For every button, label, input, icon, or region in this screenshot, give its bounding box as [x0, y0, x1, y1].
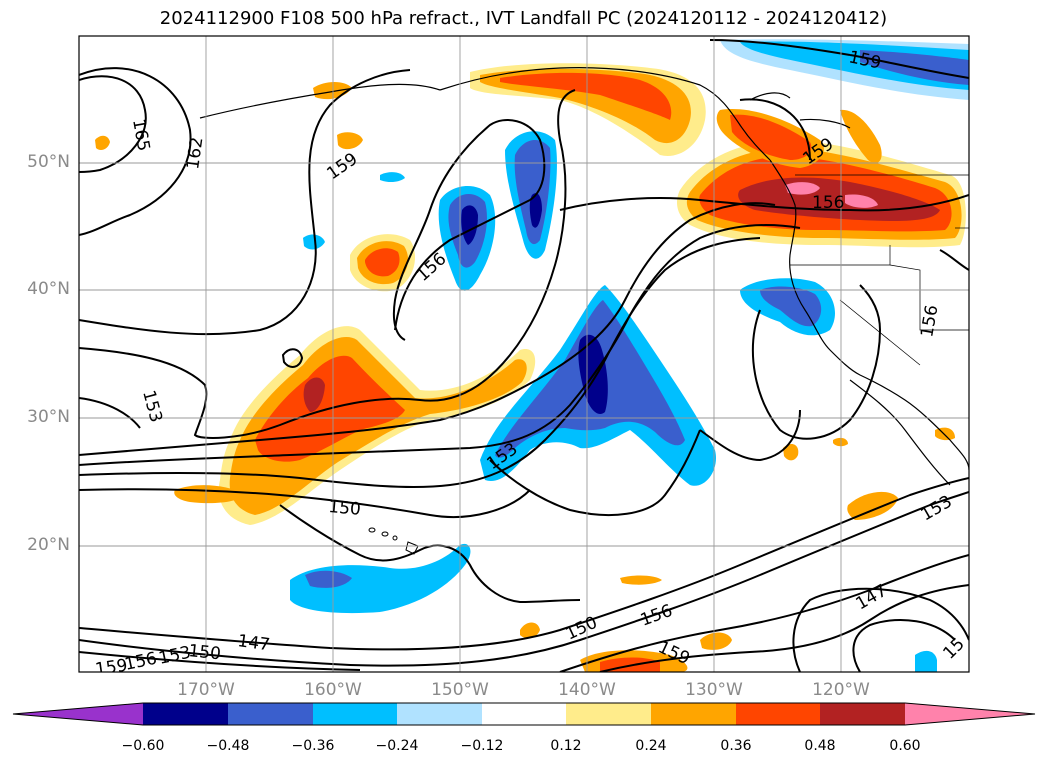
contour-label: 159 [94, 656, 129, 680]
colorbar-tick-label: −0.12 [460, 738, 504, 754]
colorbar-tick-label: −0.24 [375, 738, 419, 754]
colorbar-cell [566, 703, 651, 725]
colorbar-cell [651, 703, 736, 725]
contour-label: 156 [123, 649, 159, 675]
lon-label: 140°W [558, 680, 616, 700]
lat-label: 30°N [27, 407, 70, 427]
colorbar-cell [820, 703, 905, 725]
colorbar-tick-label: 0.48 [804, 738, 836, 754]
colorbar-cell [13, 703, 143, 725]
lat-label: 40°N [27, 279, 70, 299]
colorbar-tick-label: 0.60 [889, 738, 921, 754]
colorbar-tick-label: −0.36 [291, 738, 335, 754]
colorbar-cell [397, 703, 482, 725]
hawaii-islands [368, 527, 419, 555]
colorbar [12, 702, 1036, 726]
colorbar-cell [482, 703, 566, 725]
colorbar-cell [228, 703, 313, 725]
contour-label: 150 [328, 497, 362, 520]
graticule [79, 36, 969, 672]
political-borders [790, 174, 969, 366]
map-area: 159 165 162 159 156 159 156 156 153 153 … [78, 35, 970, 680]
contour-label: 150 [187, 641, 221, 664]
colorbar-tick-label: −0.48 [206, 738, 250, 754]
colorbar-cell [905, 703, 1035, 725]
lat-label: 20°N [27, 535, 70, 555]
height-contours [79, 39, 969, 672]
contour-label: 147 [236, 631, 271, 655]
map-title: 2024112900 F108 500 hPa refract., IVT La… [159, 8, 888, 29]
colorbar-cell [736, 703, 820, 725]
colorbar-cell [313, 703, 397, 725]
lon-label: 170°W [177, 680, 235, 700]
colorbar-tick-label: 0.24 [635, 738, 667, 754]
lat-label: 50°N [27, 152, 70, 172]
lon-label: 160°W [304, 680, 362, 700]
contour-label: 162 [183, 136, 207, 171]
lon-label: 120°W [812, 680, 870, 700]
colorbar-tick-label: 0.36 [720, 738, 752, 754]
lon-label: 150°W [431, 680, 489, 700]
map-frame [78, 35, 970, 673]
coastlines [199, 67, 969, 486]
colorbar-tick-label: −0.60 [121, 738, 165, 754]
colorbar-tick-label: 0.12 [550, 738, 582, 754]
lon-label: 130°W [685, 680, 743, 700]
contour-label: 156 [812, 193, 844, 213]
colorbar-cell [143, 703, 228, 725]
